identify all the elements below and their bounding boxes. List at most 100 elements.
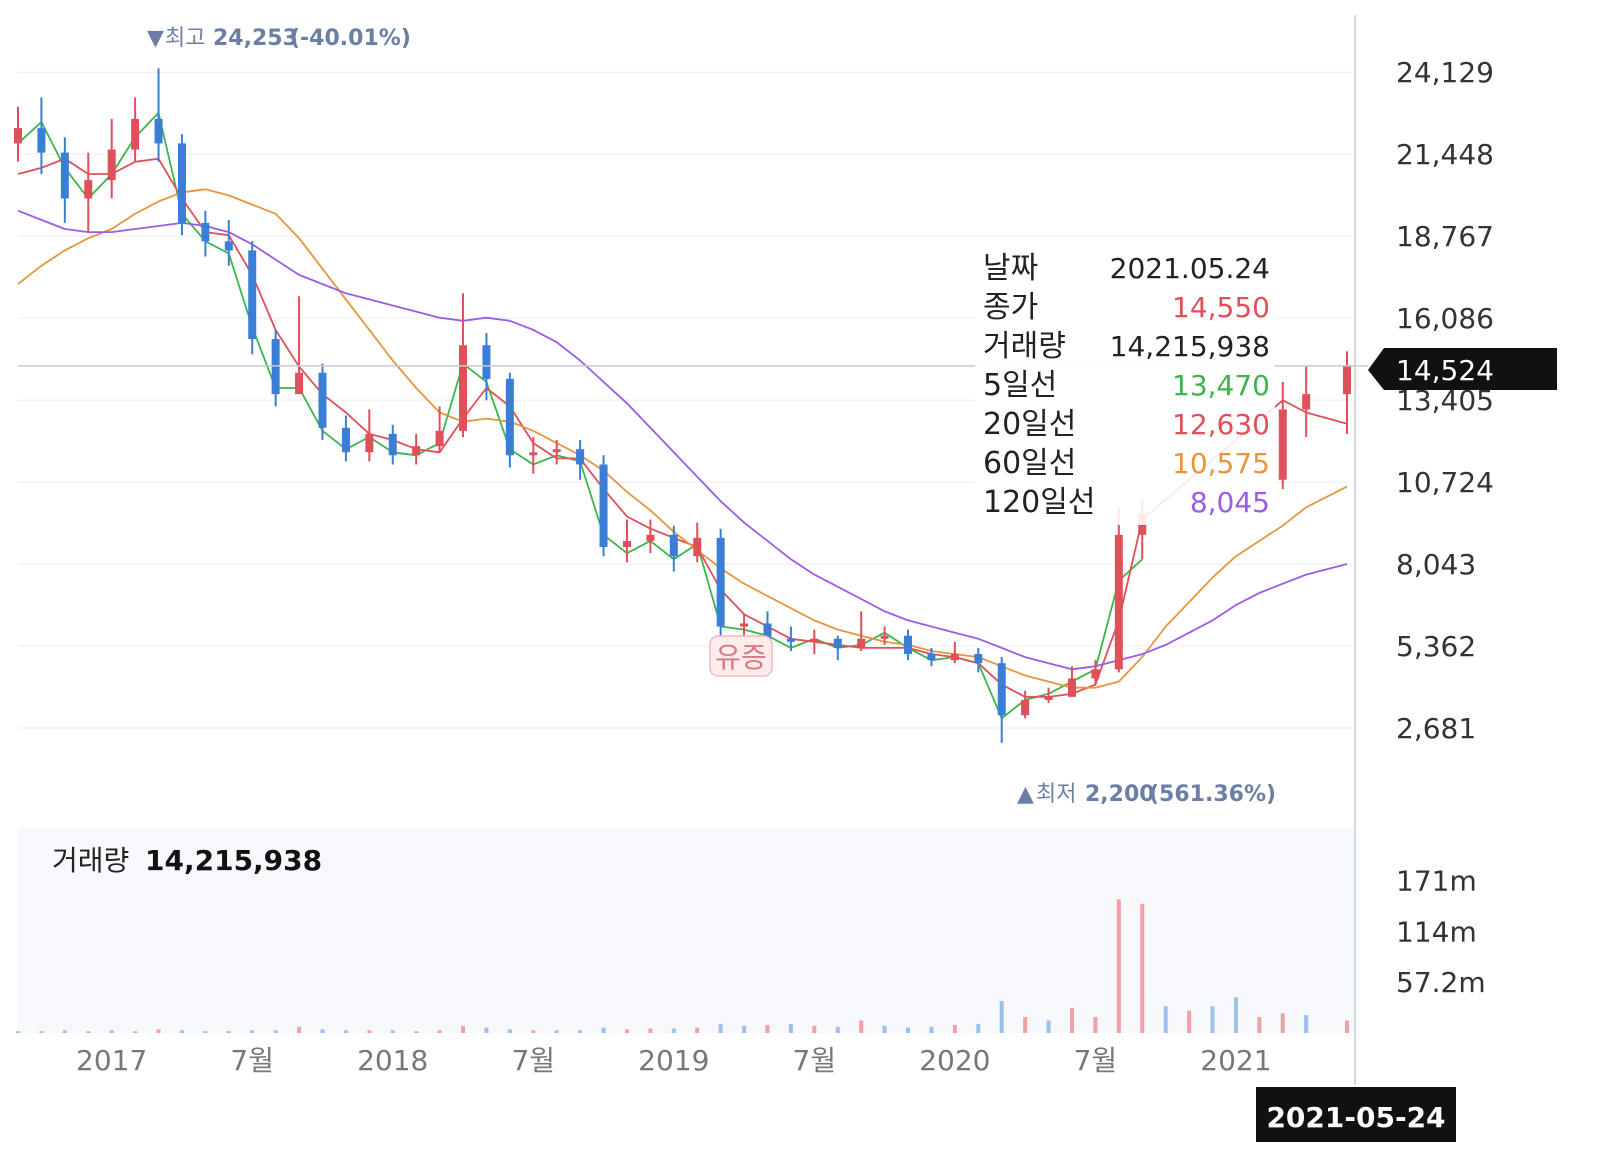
current-date-label: 2021-05-24 [1266, 1101, 1445, 1134]
volume-bar [343, 1030, 348, 1033]
price-candles[interactable] [14, 68, 1351, 743]
tooltip-key: 5일선 [983, 368, 1057, 403]
volume-bar [1140, 903, 1145, 1033]
volume-bar [461, 1025, 466, 1033]
time-tick-label: 2020 [919, 1044, 990, 1077]
high-pct: (-40.01%) [290, 26, 411, 51]
volume-bar [788, 1024, 793, 1033]
volume-value: 14,215,938 [145, 844, 322, 877]
volume-bar [62, 1030, 67, 1033]
candle[interactable] [84, 152, 93, 233]
candle[interactable] [810, 629, 819, 655]
candle[interactable] [880, 626, 889, 645]
volume-bar [554, 1030, 559, 1033]
candle[interactable] [1343, 351, 1351, 434]
volume-bar [882, 1025, 887, 1033]
volume-bar [367, 1030, 372, 1033]
candle[interactable] [1091, 660, 1100, 685]
candle[interactable] [435, 406, 444, 453]
volume-bar [109, 1030, 114, 1033]
candle[interactable] [224, 219, 233, 266]
candle[interactable] [740, 614, 749, 636]
candle[interactable] [622, 519, 631, 563]
candle[interactable] [131, 97, 140, 162]
candle[interactable] [950, 641, 959, 664]
candle[interactable] [271, 329, 280, 407]
low-label: 최저 [1036, 782, 1076, 807]
high-label: 최고 [165, 26, 205, 51]
tooltip-key: 거래량 [983, 329, 1066, 364]
tooltip-value: 14,550 [1172, 291, 1270, 324]
candle[interactable] [997, 657, 1006, 743]
candle[interactable] [177, 134, 186, 236]
price-tick-label: 10,724 [1396, 466, 1494, 499]
candle[interactable] [248, 241, 257, 355]
tooltip-key: 20일선 [983, 407, 1076, 442]
volume-bar [812, 1025, 817, 1033]
candle[interactable] [1302, 366, 1311, 437]
volume-bar [507, 1029, 512, 1033]
ma-line-120일선 [17, 209, 1348, 671]
candle[interactable] [693, 522, 702, 563]
candle[interactable] [669, 525, 678, 572]
candle[interactable] [14, 106, 22, 162]
event-tag[interactable]: 유증 [709, 635, 773, 677]
candle[interactable] [599, 455, 608, 557]
candle[interactable] [786, 626, 795, 651]
candle[interactable] [318, 363, 327, 441]
candle[interactable] [552, 440, 561, 465]
candle[interactable] [60, 137, 69, 223]
volume-bar [1023, 1016, 1028, 1033]
volume-bar [578, 1030, 583, 1033]
candle[interactable] [1044, 687, 1053, 703]
volume-bar [1257, 1016, 1262, 1033]
candle[interactable] [1114, 507, 1123, 673]
volume-bar [648, 1028, 653, 1033]
candle[interactable] [1278, 381, 1287, 489]
time-tick-label: 7월 [1074, 1044, 1118, 1077]
volume-bar [624, 1029, 629, 1033]
candle[interactable] [201, 210, 210, 257]
candle[interactable] [459, 293, 468, 437]
candle[interactable] [154, 68, 163, 162]
tooltip-value: 13,470 [1172, 369, 1270, 402]
tooltip-key: 60일선 [983, 446, 1076, 481]
candle[interactable] [341, 415, 350, 462]
volume-bar [765, 1024, 770, 1033]
candle[interactable] [529, 436, 538, 474]
volume-bar [859, 1020, 864, 1033]
candle[interactable] [857, 611, 866, 651]
volume-bars [16, 899, 1349, 1033]
candle[interactable] [1021, 690, 1030, 719]
volume-bar [156, 1029, 161, 1033]
volume-bar [929, 1026, 934, 1033]
volume-label: 거래량 [52, 844, 129, 877]
volume-bar [273, 1030, 278, 1033]
volume-axis: 171m 114m 57.2m [1396, 865, 1486, 999]
candle[interactable] [107, 118, 116, 199]
candle[interactable] [833, 635, 842, 661]
high-marker-icon: ▼ [147, 26, 164, 51]
candle[interactable] [1067, 666, 1076, 697]
candle[interactable] [904, 629, 913, 661]
candle[interactable] [412, 433, 421, 465]
candle[interactable] [927, 647, 936, 667]
candle[interactable] [974, 647, 983, 673]
volume-bar [16, 1031, 20, 1033]
tooltip-value: 14,215,938 [1110, 330, 1270, 363]
volume-bar [320, 1029, 325, 1033]
candle[interactable] [388, 424, 397, 465]
candle[interactable] [576, 440, 585, 480]
volume-tick-label: 171m [1396, 865, 1477, 898]
volume-tick-label: 114m [1396, 915, 1477, 948]
candle[interactable] [716, 528, 725, 636]
candle[interactable] [37, 97, 46, 174]
candle[interactable] [505, 372, 514, 468]
high-value: 24,253 [213, 26, 298, 51]
candle[interactable] [295, 296, 304, 395]
volume-bar [437, 1030, 442, 1033]
price-tick-label: 2,681 [1396, 712, 1476, 745]
candle[interactable] [646, 519, 655, 554]
candle[interactable] [365, 409, 374, 462]
